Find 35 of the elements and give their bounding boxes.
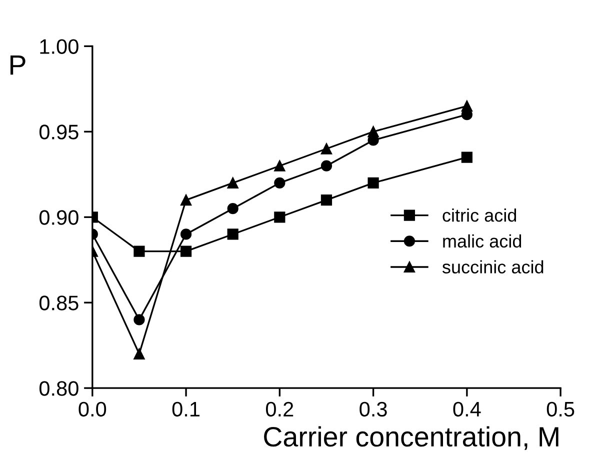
x-tick-label: 0.2 (266, 402, 294, 417)
point (134, 246, 145, 257)
y-tick-label: 1.00 (40, 39, 78, 54)
point (180, 228, 192, 240)
point (461, 152, 472, 163)
point (134, 348, 145, 360)
point (227, 228, 238, 240)
x-tick-label: 0.4 (453, 402, 481, 417)
legend-label: citric acid (442, 208, 516, 222)
point (461, 100, 472, 112)
legend-label: malic acid (443, 234, 522, 248)
point (227, 203, 238, 214)
point (368, 126, 379, 138)
point (368, 177, 379, 189)
y-tick-label: 0.80 (39, 381, 78, 396)
point (180, 194, 192, 206)
x-tick-label: 0.5 (546, 402, 574, 417)
x-tick-label: 0.3 (360, 402, 387, 417)
y-tick-label: 0.90 (39, 210, 78, 225)
point (227, 177, 238, 189)
y-tick-label: 0.85 (39, 296, 78, 310)
point (320, 143, 332, 154)
point (274, 177, 286, 189)
y-axis-title: P (10, 56, 26, 75)
legend-label: succinic acid (442, 260, 544, 274)
point (274, 212, 286, 223)
x-axis-title: Carrier concentration, M (264, 426, 558, 450)
point (320, 194, 332, 206)
y-tick-label: 0.95 (39, 124, 78, 140)
point (134, 314, 145, 326)
point (274, 160, 286, 172)
point (320, 160, 332, 172)
point (180, 246, 192, 257)
x-tick-label: 0.1 (172, 402, 200, 417)
x-tick-label: 0.0 (78, 402, 106, 417)
